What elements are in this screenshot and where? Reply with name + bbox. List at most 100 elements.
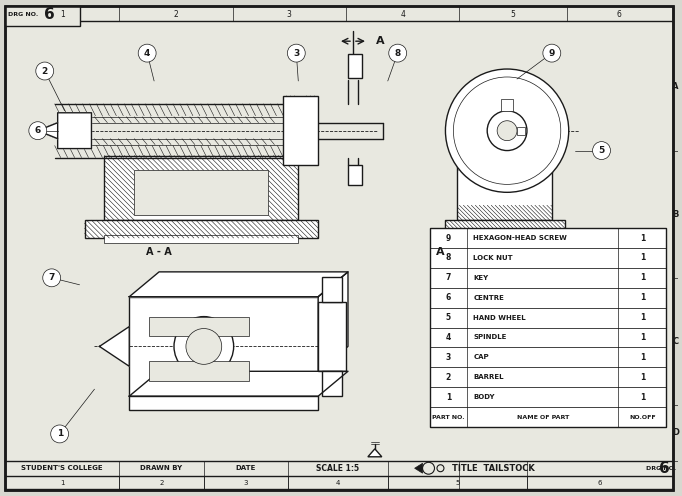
Bar <box>430 288 666 308</box>
Text: 5: 5 <box>598 146 605 155</box>
Text: A: A <box>436 247 445 257</box>
Text: NAME OF PART: NAME OF PART <box>517 415 569 420</box>
Text: 3: 3 <box>244 480 248 486</box>
Text: 6: 6 <box>598 480 602 486</box>
Bar <box>322 277 342 302</box>
Text: KEY: KEY <box>473 275 488 281</box>
Bar <box>517 126 525 134</box>
Bar <box>104 156 298 220</box>
Bar <box>458 236 552 244</box>
Text: 1: 1 <box>640 333 645 342</box>
Text: 9: 9 <box>446 234 451 243</box>
Text: 6: 6 <box>617 10 622 19</box>
Text: 6: 6 <box>35 126 41 135</box>
Bar <box>430 268 666 288</box>
Bar <box>445 220 565 236</box>
Text: 1: 1 <box>640 253 645 262</box>
Bar <box>85 220 318 238</box>
Circle shape <box>487 111 527 151</box>
Text: 2: 2 <box>42 66 48 75</box>
Polygon shape <box>368 449 382 457</box>
Bar <box>458 156 552 220</box>
Bar <box>501 99 513 111</box>
Bar <box>430 347 666 368</box>
Text: BODY: BODY <box>473 394 494 400</box>
Text: 8: 8 <box>446 253 451 262</box>
Text: 5: 5 <box>455 480 460 486</box>
Circle shape <box>389 44 406 62</box>
Bar <box>149 316 248 336</box>
Bar <box>130 297 318 396</box>
Text: HAND WHEEL: HAND WHEEL <box>473 314 526 320</box>
Bar <box>430 248 666 268</box>
Text: 1: 1 <box>640 313 645 322</box>
Text: NO.OFF: NO.OFF <box>629 415 655 420</box>
Bar <box>130 396 318 410</box>
Circle shape <box>287 44 306 62</box>
Circle shape <box>43 269 61 287</box>
Text: A - A: A - A <box>146 247 172 257</box>
Text: STUDENT'S COLLEGE: STUDENT'S COLLEGE <box>21 465 102 471</box>
Text: 1: 1 <box>446 393 451 402</box>
Polygon shape <box>318 272 348 372</box>
Text: A: A <box>672 82 679 91</box>
Circle shape <box>445 69 569 192</box>
Text: DRAWN BY: DRAWN BY <box>140 465 182 471</box>
Text: 4: 4 <box>144 49 150 58</box>
Text: SPINDLE: SPINDLE <box>473 334 507 340</box>
Text: 1: 1 <box>60 480 64 486</box>
Text: 2: 2 <box>174 10 179 19</box>
Text: 1: 1 <box>640 373 645 382</box>
Text: DRG NO.: DRG NO. <box>647 466 677 471</box>
Text: 3: 3 <box>446 353 451 362</box>
Text: 4: 4 <box>336 480 340 486</box>
Text: 9: 9 <box>548 49 555 58</box>
Bar <box>430 308 666 327</box>
Polygon shape <box>38 113 91 149</box>
Bar <box>430 228 666 427</box>
Text: D: D <box>672 429 679 437</box>
Bar <box>5 6 80 26</box>
Bar <box>430 327 666 347</box>
Text: 8: 8 <box>395 49 401 58</box>
Text: 2: 2 <box>446 373 451 382</box>
Text: 1: 1 <box>640 353 645 362</box>
Text: SCALE 1:5: SCALE 1:5 <box>316 464 359 473</box>
Text: LOCK NUT: LOCK NUT <box>473 255 513 261</box>
Text: 6: 6 <box>446 293 451 302</box>
Circle shape <box>29 122 47 140</box>
Bar <box>149 362 248 381</box>
Bar <box>348 166 362 186</box>
Text: 3: 3 <box>293 49 299 58</box>
Polygon shape <box>130 372 348 396</box>
Polygon shape <box>415 463 423 473</box>
Text: 3: 3 <box>287 10 292 19</box>
Polygon shape <box>38 123 58 138</box>
Bar <box>104 235 298 243</box>
Text: 7: 7 <box>446 273 451 282</box>
Bar <box>348 54 362 78</box>
Text: HEXAGON-HEAD SCREW: HEXAGON-HEAD SCREW <box>473 235 567 241</box>
Bar <box>458 109 507 153</box>
Text: DRG NO.: DRG NO. <box>8 12 38 17</box>
Bar <box>283 96 318 166</box>
Bar <box>318 302 346 372</box>
Text: PART NO.: PART NO. <box>432 415 464 420</box>
Text: 6: 6 <box>659 461 670 476</box>
Text: BARREL: BARREL <box>473 374 504 380</box>
Bar <box>322 372 342 396</box>
Text: 4: 4 <box>446 333 451 342</box>
Text: TITLE  TAILSTOCK: TITLE TAILSTOCK <box>451 464 535 473</box>
Text: 2: 2 <box>160 480 164 486</box>
Text: 7: 7 <box>48 273 55 282</box>
Circle shape <box>35 62 54 80</box>
Text: C: C <box>672 337 679 346</box>
Circle shape <box>593 142 610 160</box>
Text: CENTRE: CENTRE <box>473 295 504 301</box>
Polygon shape <box>130 272 348 297</box>
Text: A: A <box>376 36 384 46</box>
Text: 5: 5 <box>511 10 516 19</box>
Text: 6: 6 <box>44 7 55 22</box>
Text: 1: 1 <box>640 293 645 302</box>
Text: 1: 1 <box>640 273 645 282</box>
